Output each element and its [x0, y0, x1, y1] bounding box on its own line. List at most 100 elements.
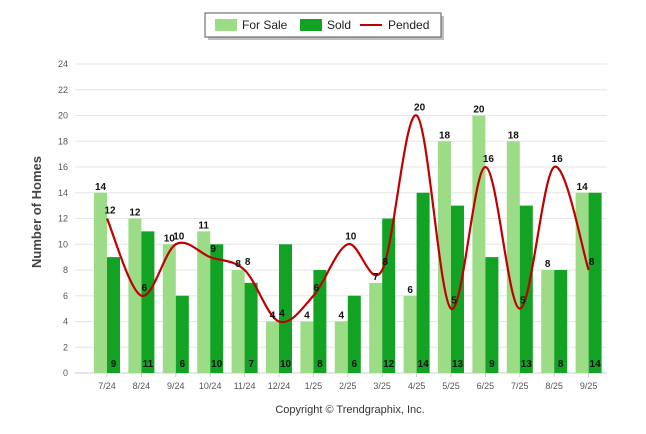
label-pended: 5: [451, 296, 457, 307]
x-tick-label: 8/25: [545, 381, 563, 391]
label-pended: 4: [279, 309, 285, 320]
label-sold: 10: [280, 359, 292, 370]
y-tick-label: 12: [58, 214, 68, 224]
label-sold: 12: [383, 359, 395, 370]
y-tick-label: 6: [63, 291, 68, 301]
bar-sold-11/24: [244, 282, 258, 373]
bar-for-sale-12/24: [266, 321, 279, 373]
label-sold: 6: [352, 359, 358, 370]
label-pended: 5: [520, 296, 526, 307]
label-pended: 8: [245, 257, 251, 268]
label-pended: 16: [483, 154, 495, 165]
bar-sold-2/25: [347, 295, 361, 373]
label-for-sale: 4: [304, 311, 310, 322]
x-tick-label: 5/25: [442, 381, 460, 391]
label-for-sale: 18: [508, 130, 520, 141]
x-tick-label: 1/25: [305, 381, 323, 391]
bar-for-sale-8/24: [128, 218, 142, 373]
label-pended: 8: [589, 257, 595, 268]
label-sold: 8: [558, 359, 564, 370]
label-sold: 13: [521, 359, 533, 370]
bar-sold-9/24: [175, 295, 189, 373]
bar-for-sale-6/25: [472, 115, 486, 373]
bar-for-sale-1/25: [300, 321, 314, 373]
label-sold: 6: [180, 359, 186, 370]
label-for-sale: 8: [235, 259, 241, 270]
copyright-footer: Copyright © Trendgraphix, Inc.: [275, 404, 424, 416]
label-sold: 7: [248, 359, 254, 370]
bar-for-sale-3/25: [369, 282, 383, 373]
label-sold: 13: [452, 359, 464, 370]
y-tick-label: 16: [58, 162, 68, 172]
x-tick-label: 12/24: [268, 381, 291, 391]
x-tick-label: 4/25: [408, 381, 426, 391]
label-pended: 16: [552, 154, 564, 165]
bar-sold-10/24: [210, 244, 224, 373]
legend-swatch-sold: [300, 19, 322, 31]
label-sold: 10: [211, 359, 223, 370]
y-tick-label: 8: [63, 265, 68, 275]
x-tick-label: 7/24: [98, 381, 116, 391]
label-for-sale: 10: [164, 233, 176, 244]
label-pended: 20: [414, 103, 426, 114]
label-sold: 8: [317, 359, 323, 370]
x-tick-label: 9/25: [580, 381, 598, 391]
bar-sold-4/25: [416, 192, 430, 373]
legend-label-pended: Pended: [388, 18, 429, 32]
x-tick-label: 8/24: [133, 381, 151, 391]
bar-sold-8/24: [141, 231, 155, 373]
bar-for-sale-2/25: [334, 321, 348, 373]
bar-sold-5/25: [451, 205, 464, 373]
pended-line-series: [105, 114, 590, 324]
label-for-sale: 12: [129, 208, 141, 219]
x-tick-label: 7/25: [511, 381, 529, 391]
bar-for-sale-10/24: [197, 231, 211, 373]
y-tick-label: 24: [58, 59, 68, 69]
legend-label-sold: Sold: [327, 18, 351, 32]
bar-for-sale-11/24: [231, 270, 245, 373]
x-tick-label: 9/24: [167, 381, 185, 391]
bar-sold-7/24: [107, 257, 120, 373]
bar-sold-6/25: [485, 257, 499, 373]
x-tick-label: 2/25: [339, 381, 357, 391]
bar-for-sale-9/25: [575, 192, 589, 373]
legend: For Sale Sold Pended: [204, 12, 444, 40]
label-for-sale: 4: [339, 311, 345, 322]
bar-sold-9/25: [588, 192, 602, 373]
bar-for-sale-7/25: [506, 141, 520, 373]
bar-sold-7/25: [519, 205, 533, 373]
bar-for-sale-7/24: [94, 192, 107, 373]
label-for-sale: 11: [198, 220, 209, 231]
y-tick-label: 2: [63, 342, 68, 352]
label-pended: 9: [210, 244, 216, 255]
label-pended: 10: [173, 231, 185, 242]
data-labels: 1491211106111087410484671261418132091813…: [95, 103, 601, 371]
label-pended: 6: [314, 283, 320, 294]
y-tick-label: 10: [58, 239, 68, 249]
label-for-sale: 6: [407, 285, 413, 296]
label-sold: 14: [590, 359, 602, 370]
label-for-sale: 14: [95, 182, 107, 193]
label-sold: 11: [143, 359, 154, 370]
label-sold: 9: [111, 359, 117, 370]
y-tick-label: 4: [63, 317, 68, 327]
label-pended: 12: [104, 206, 116, 217]
bar-sold-1/25: [313, 270, 327, 373]
label-for-sale: 7: [373, 272, 379, 283]
y-tick-label: 0: [63, 368, 68, 378]
label-pended: 6: [142, 283, 148, 294]
y-axis-title: Number of Homes: [29, 156, 44, 268]
label-for-sale: 4: [270, 311, 276, 322]
label-sold: 9: [489, 359, 495, 370]
y-tick-label: 18: [58, 136, 68, 146]
legend-swatch-for-sale: [215, 19, 237, 31]
label-for-sale: 8: [545, 259, 551, 270]
bar-for-sale-4/25: [403, 295, 417, 373]
x-axis: 7/24 8/24 9/24 10/24 11/24 12/24 1/25 2/25 3/25 4…: [98, 373, 597, 391]
label-for-sale: 18: [439, 130, 451, 141]
label-for-sale: 20: [473, 105, 485, 116]
legend-label-for-sale: For Sale: [242, 18, 288, 32]
y-tick-label: 22: [58, 85, 68, 95]
label-pended: 8: [382, 257, 388, 268]
